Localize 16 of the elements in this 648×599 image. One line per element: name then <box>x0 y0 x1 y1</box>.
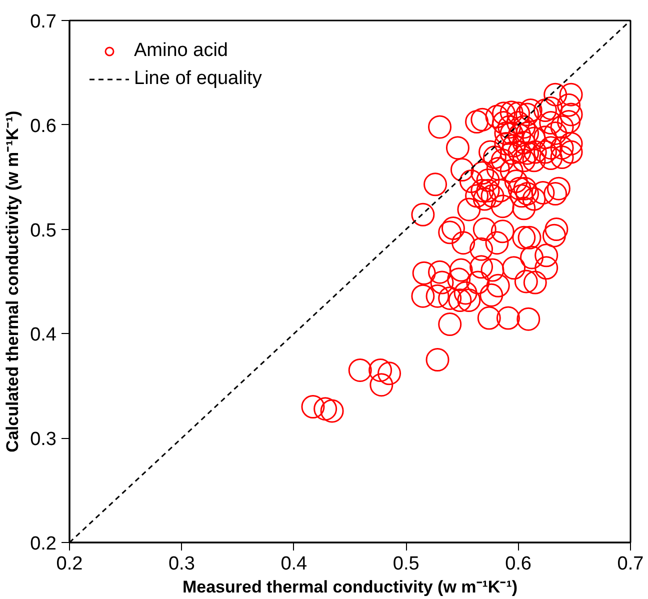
x-tick-label: 0.4 <box>280 554 308 574</box>
y-tick-label: 0.7 <box>30 12 57 32</box>
legend-label: Line of equality <box>134 68 262 90</box>
y-tick-label: 0.4 <box>30 324 57 346</box>
x-tick-label: 0.7 <box>617 554 644 574</box>
x-tick-label: 0.6 <box>505 554 532 574</box>
y-tick-label: 0.3 <box>30 429 57 450</box>
y-tick-label: 0.2 <box>30 534 57 554</box>
y-tick-label: 0.6 <box>30 116 57 137</box>
x-tick-label: 0.3 <box>168 554 195 574</box>
x-axis-title: Measured thermal conductivity (w m⁻¹K⁻¹) <box>182 578 518 596</box>
y-axis-title: Calculated thermal conductivity (w m⁻¹K⁻¹) <box>3 110 22 452</box>
legend-label: Amino acid <box>134 40 228 62</box>
x-tick-label: 0.5 <box>392 554 420 574</box>
y-tick-label: 0.5 <box>30 220 57 242</box>
x-tick-label: 0.2 <box>56 554 83 574</box>
